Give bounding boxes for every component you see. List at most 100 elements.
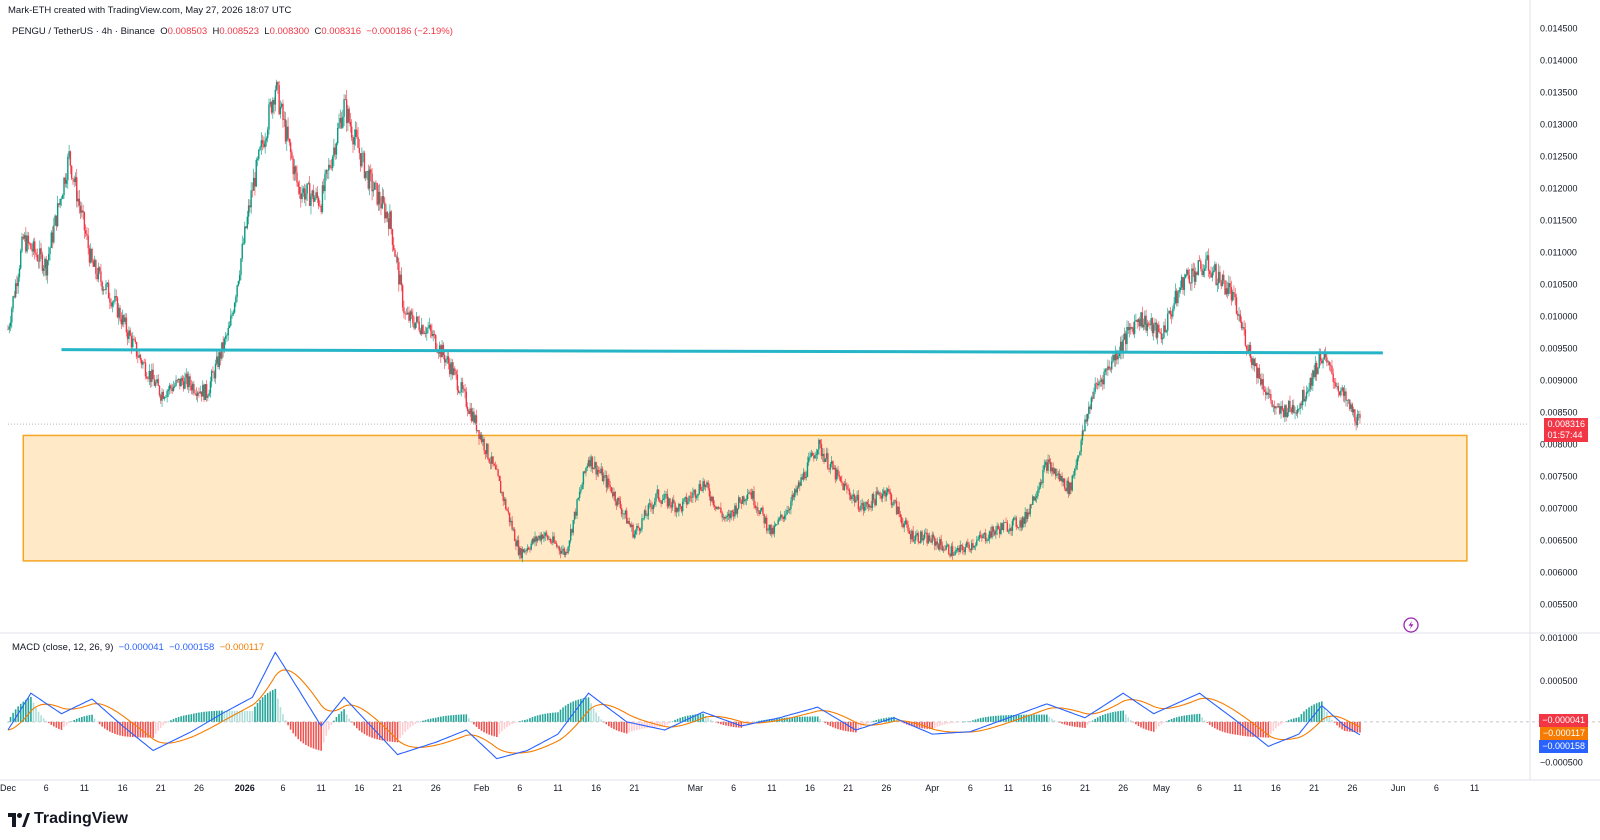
macd-label[interactable]: MACD (close, 12, 26, 9) <box>12 642 114 653</box>
candle <box>1301 389 1304 411</box>
candle-body <box>496 469 498 470</box>
candle-body <box>660 501 662 504</box>
candle-body <box>599 471 601 474</box>
candle <box>1144 310 1146 330</box>
candle <box>114 288 116 305</box>
symbol-info: PENGU / TetherUS · 4h · Binance O0.00850… <box>12 26 453 37</box>
macd-histogram-bar <box>834 721 837 729</box>
macd-histogram-bar <box>605 721 608 725</box>
candle-body <box>114 296 116 302</box>
macd-histogram-bar <box>984 717 987 722</box>
candle-body <box>1195 272 1197 282</box>
macd-histogram-bar <box>424 719 427 722</box>
symbol-name[interactable]: PENGU / TetherUS · 4h · Binance <box>12 26 155 37</box>
macd-histogram-bar <box>664 721 666 727</box>
macd-histogram-bar <box>256 702 259 722</box>
candle-body <box>942 549 945 551</box>
candle-body <box>179 378 181 387</box>
candle <box>1343 385 1346 403</box>
candle <box>300 186 302 208</box>
macd-histogram-bar <box>1247 721 1249 737</box>
candle <box>559 547 562 559</box>
candle <box>181 374 184 385</box>
candle <box>1285 403 1287 422</box>
support-zone[interactable] <box>22 434 1468 562</box>
macd-histogram-bar <box>788 717 791 722</box>
macd-axis[interactable]: 0.000500−0.000500 <box>1540 676 1583 768</box>
candle <box>856 490 858 501</box>
resistance-line[interactable] <box>61 348 1383 355</box>
macd-histogram-bar <box>391 721 394 742</box>
candle-body <box>930 541 932 543</box>
candle-body <box>347 108 349 124</box>
price-axis[interactable]: 0.0145000.0140000.0135000.0130000.012500… <box>1540 23 1578 643</box>
candle <box>134 337 137 344</box>
tradingview-brand[interactable]: TradingView <box>8 810 128 828</box>
candle <box>1228 275 1230 297</box>
candle <box>619 496 622 510</box>
candle <box>34 237 36 260</box>
candle-body <box>1091 397 1094 399</box>
candle <box>22 233 24 240</box>
candle-body <box>647 504 650 516</box>
candle-body <box>992 526 995 532</box>
candle <box>594 456 596 470</box>
candle <box>78 189 80 214</box>
candle <box>1349 399 1351 412</box>
candle <box>112 299 115 308</box>
candle-body <box>23 235 26 239</box>
candle-body <box>483 439 485 451</box>
macd-histogram-bar <box>261 697 264 722</box>
candle <box>739 496 741 504</box>
candle-body <box>638 527 641 531</box>
candle-body <box>68 151 70 157</box>
candle <box>1240 316 1243 331</box>
low-value: 0.008300 <box>269 26 310 37</box>
candle <box>126 329 129 346</box>
candle-body <box>1294 412 1296 414</box>
candle <box>385 203 387 223</box>
candle <box>776 524 778 526</box>
candle-body <box>449 363 451 375</box>
candle <box>1261 372 1263 390</box>
candle-body <box>1006 522 1009 532</box>
candle-body <box>931 534 933 543</box>
candle <box>716 506 718 510</box>
candle <box>237 280 240 287</box>
candle-body <box>1225 288 1227 295</box>
candle <box>881 488 884 503</box>
candle-body <box>1286 412 1289 418</box>
candle-body <box>268 104 270 130</box>
candle <box>354 121 357 146</box>
time-axis[interactable]: Dec 6 11 16 21 26 2026 6 11 16 21 26 Feb 6 11 16 21 Mar 6 1… <box>0 783 1479 793</box>
candle <box>600 463 602 476</box>
candle <box>1172 305 1174 320</box>
candle-body <box>30 243 32 250</box>
lightning-icon[interactable] <box>1403 617 1419 633</box>
candle <box>363 150 366 180</box>
candle-body <box>962 545 964 551</box>
macd-histogram-bar <box>839 721 842 730</box>
macd-histogram-bar <box>552 712 554 722</box>
candle-body <box>1271 400 1273 407</box>
macd-histogram-bar <box>269 691 272 722</box>
candle-body <box>684 496 686 499</box>
candle <box>1042 465 1044 489</box>
candle-body <box>1212 270 1215 273</box>
macd-histogram-bar <box>65 721 68 725</box>
candle <box>864 501 866 513</box>
candle <box>818 438 820 456</box>
candle <box>780 511 782 521</box>
candle-body <box>143 362 145 363</box>
candle <box>825 447 828 462</box>
candle-body <box>245 226 247 228</box>
candle <box>552 531 554 546</box>
candle-body <box>713 504 716 507</box>
macd-histogram-bar <box>524 719 526 722</box>
time-tick-label: Dec <box>0 783 16 793</box>
macd-histogram-bar <box>549 712 552 722</box>
candle-body <box>427 327 429 329</box>
candle <box>390 210 392 235</box>
candle <box>1310 372 1313 391</box>
